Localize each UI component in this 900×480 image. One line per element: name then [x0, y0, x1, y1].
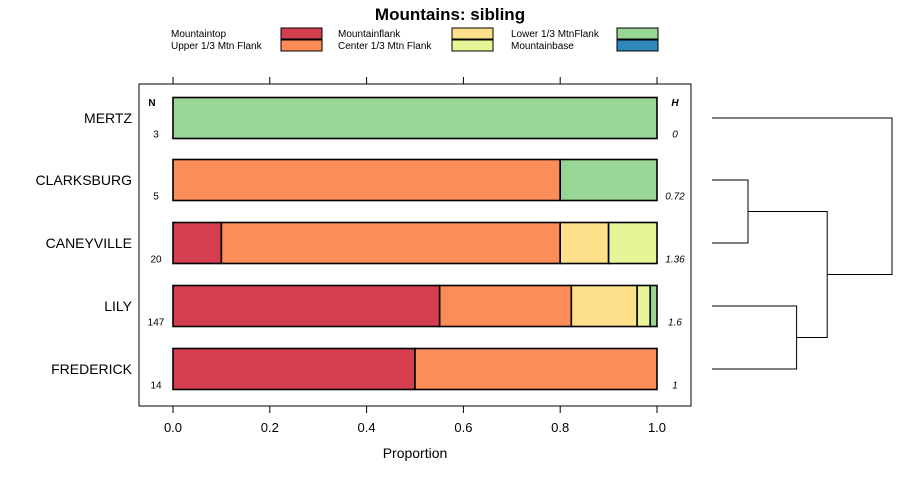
legend: Mountaintop Mountainflank Lower 1/3 MtnFla… — [171, 27, 659, 52]
legend-swatch-upper-1-3-mtn-flank — [280, 39, 323, 52]
bar-segment-caneyville-center-1-3-mtn-flank — [607, 221, 658, 265]
category-label-mertz: MERTZ — [84, 110, 132, 126]
bars-group: MERTZ 3 0 CLARKSBURG 5 0.72 CANEYVILLE 20 1.36 LI… — [36, 96, 685, 392]
bar-segment-mertz-lower-1-3-mtnflank — [172, 96, 658, 140]
n-value-frederick: 14 — [150, 381, 162, 392]
n-header: N — [148, 98, 155, 109]
legend-label-upper-1-3-mtn-flank: Upper 1/3 Mtn Flank — [171, 41, 263, 52]
category-label-caneyville: CANEYVILLE — [46, 235, 132, 251]
legend-swatch-center-1-3-mtn-flank — [451, 39, 494, 52]
bar-segment-clarksburg-upper-1-3-mtn-flank — [172, 158, 562, 202]
category-label-lily: LILY — [104, 298, 132, 314]
h-value-clarksburg: 0.72 — [665, 192, 685, 203]
x-tick-label: 0.4 — [358, 420, 376, 435]
legend-swatch-mountainbase — [616, 39, 659, 52]
bar-segment-lily-upper-1-3-mtn-flank — [438, 284, 573, 328]
bar-segment-caneyville-mountaintop — [172, 221, 223, 265]
legend-label-mountainflank: Mountainflank — [338, 29, 401, 40]
bar-segment-caneyville-upper-1-3-mtn-flank — [220, 221, 561, 265]
legend-label-lower-1-3-mtnflank: Lower 1/3 MtnFlank — [511, 29, 600, 40]
bar-segment-lily-lower-1-3-mtnflank — [649, 284, 658, 328]
bar-segment-lily-mountainflank — [570, 284, 638, 328]
legend-label-mountainbase: Mountainbase — [511, 41, 574, 52]
n-value-clarksburg: 5 — [153, 192, 159, 203]
legend-swatch-mountainflank — [451, 27, 494, 40]
bar-segment-frederick-mountaintop — [172, 347, 416, 391]
h-value-lily: 1.6 — [668, 318, 682, 329]
legend-label-center-1-3-mtn-flank: Center 1/3 Mtn Flank — [338, 41, 432, 52]
category-label-clarksburg: CLARKSBURG — [36, 172, 132, 188]
x-tick-label: 1.0 — [648, 420, 666, 435]
bar-segment-frederick-upper-1-3-mtn-flank — [414, 347, 658, 391]
h-header: H — [671, 98, 679, 109]
plot-frame — [138, 83, 692, 407]
h-value-caneyville: 1.36 — [665, 255, 685, 266]
bar-segment-lily-mountaintop — [172, 284, 441, 328]
x-tick-label: 0.8 — [551, 420, 569, 435]
dendrogram-branch-c1 — [712, 179, 749, 244]
legend-swatch-mountaintop — [280, 27, 323, 40]
h-value-mertz: 0 — [672, 130, 678, 141]
h-value-frederick: 1 — [672, 381, 678, 392]
category-label-frederick: FREDERICK — [51, 361, 133, 377]
legend-label-mountaintop: Mountaintop — [171, 29, 226, 40]
x-tick-label: 0.0 — [164, 420, 182, 435]
x-axis-title: Proportion — [383, 445, 448, 461]
n-value-lily: 147 — [148, 318, 165, 329]
n-value-mertz: 3 — [153, 130, 159, 141]
dendrogram-branch-c3 — [748, 211, 828, 338]
bar-segment-clarksburg-lower-1-3-mtnflank — [559, 158, 658, 202]
chart-title: Mountains: sibling — [375, 5, 525, 24]
dendrogram-branch-c4 — [712, 117, 893, 275]
n-value-caneyville: 20 — [150, 255, 162, 266]
bar-segment-lily-center-1-3-mtn-flank — [636, 284, 652, 328]
x-axis: 0.0 0.2 0.4 0.6 0.8 1.0 — [164, 77, 666, 435]
bar-segment-caneyville-mountainflank — [559, 221, 610, 265]
x-tick-label: 0.6 — [454, 420, 472, 435]
dendrogram-branch-c2 — [712, 305, 798, 370]
legend-swatch-lower-1-3-mtnflank — [616, 27, 659, 40]
dendrogram — [712, 117, 893, 370]
x-tick-label: 0.2 — [261, 420, 279, 435]
